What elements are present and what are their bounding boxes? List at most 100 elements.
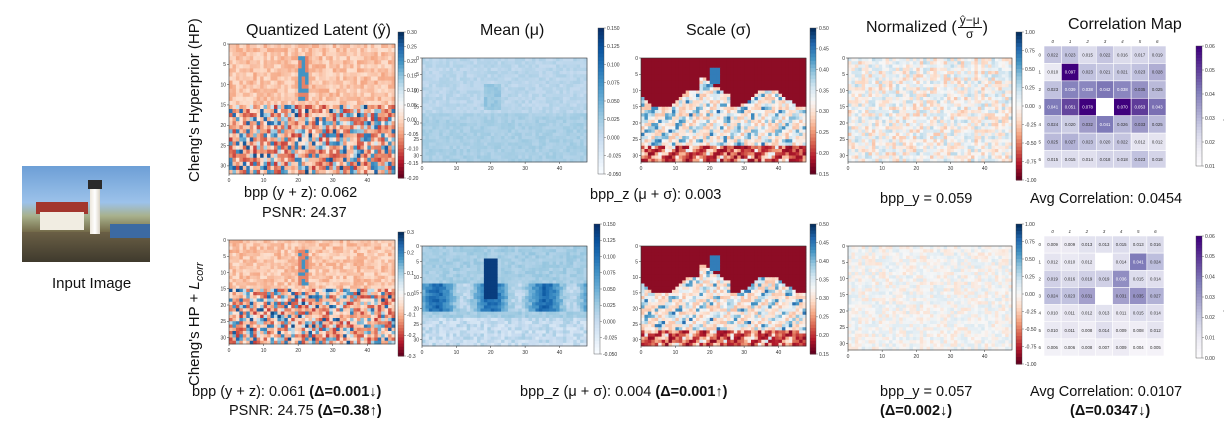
- input-image-caption: Input Image: [52, 275, 132, 292]
- colorbar-tick-label: 0.100: [607, 62, 620, 68]
- corr-value-label: 0.024: [1047, 294, 1058, 299]
- corr-value-label: 0.012: [1152, 139, 1163, 144]
- colorbar-tick-label: 0.30: [407, 30, 417, 36]
- corr-value-label: 0.012: [1150, 328, 1161, 333]
- x-tick-label: 6: [1154, 229, 1157, 234]
- x-tick-label: 10: [673, 166, 679, 172]
- corr-value-label: 0.018: [1152, 157, 1163, 162]
- y-tick-label: 25: [220, 319, 226, 325]
- colorbar-tick-label: 0.40: [819, 259, 829, 265]
- corr-value-label: 0.004: [1133, 345, 1144, 350]
- y-tick-label: 0: [1038, 52, 1041, 57]
- colorbar-tick-label: 0.50: [1025, 67, 1035, 73]
- colorbar-tick-label: 0.10: [407, 88, 417, 94]
- corr-value-label: 0.013: [1081, 242, 1092, 247]
- y-tick-label: 20: [632, 121, 638, 127]
- colorbar-tick-label: 0.025: [603, 303, 616, 309]
- corr-value-label: 0.022: [1047, 52, 1058, 57]
- colorbar-tick-label: -0.25: [1025, 309, 1037, 315]
- corr-value-label: 0.020: [1065, 122, 1076, 127]
- corr-value-label: 0.009: [1047, 242, 1058, 247]
- x-tick-label: 40: [982, 354, 988, 360]
- y-tick-label: 15: [839, 293, 845, 299]
- colorbar-tick-label: -0.025: [607, 154, 621, 160]
- x-tick-label: 0: [1051, 229, 1054, 234]
- corr-value-label: 0.014: [1150, 311, 1161, 316]
- x-tick-label: 10: [261, 348, 267, 354]
- corr-value-label: 0.007: [1099, 345, 1110, 350]
- y-tick-label: 0: [416, 56, 419, 62]
- x-tick-label: 30: [948, 166, 954, 172]
- y-tick-label: 10: [839, 88, 845, 94]
- y-tick-label: 0: [223, 238, 226, 244]
- corr-value-label: 0.015: [1116, 242, 1127, 247]
- x-tick-label: 2: [1085, 229, 1089, 234]
- colorbar-tick-label: 0.125: [603, 238, 616, 244]
- colorbar-tick-label: -0.025: [603, 336, 617, 342]
- x-tick-label: 3: [1103, 229, 1106, 234]
- corr-value-label: 0.023: [1134, 70, 1145, 75]
- colorbar-tick-label: 1.00: [1025, 30, 1035, 36]
- y-tick-label: 30: [220, 164, 226, 170]
- corr-cell: [1148, 150, 1167, 169]
- corr-value-label: 0.023: [1082, 139, 1093, 144]
- corr-value-label: 0.014: [1116, 259, 1127, 264]
- corr-value-label: 0.012: [1047, 259, 1058, 264]
- colorbar-tick-label: -0.1: [407, 312, 416, 318]
- corr-value-label: 0.027: [1150, 294, 1161, 299]
- colorbar-tick-label: 0.15: [819, 352, 829, 358]
- corr-value-label: 0.010: [1047, 328, 1058, 333]
- corr-value-label: 0.021: [1117, 70, 1128, 75]
- corr-value-label: 0.041: [1133, 259, 1144, 264]
- corr-cell: [1095, 252, 1113, 271]
- colorbar-tick-label: 0.50: [819, 222, 829, 228]
- corr-value-label: 0.009: [1064, 242, 1075, 247]
- colorbar-tick-label: -1.00: [1025, 362, 1037, 368]
- x-tick-label: 10: [879, 354, 885, 360]
- corr-value-label: 0.023: [1134, 157, 1145, 162]
- y-tick-label: 2: [1038, 276, 1041, 281]
- colorbar-tick-label: 0.03: [1205, 116, 1215, 122]
- y-tick-label: 5: [635, 72, 638, 78]
- corr-value-label: 0.015: [1133, 276, 1144, 281]
- corr-value-label: 0.033: [1134, 122, 1145, 127]
- colorbar-tick-label: 0.05: [1205, 68, 1215, 74]
- x-tick-label: 30: [741, 166, 747, 172]
- y-tick-label: 3: [1038, 105, 1041, 110]
- corr-value-label: 0.025: [1152, 122, 1163, 127]
- colorbar-tick-label: 0.025: [607, 117, 620, 123]
- colorbar-tick-label: 0.00: [1025, 292, 1035, 298]
- colorbar-tick-label: 0.125: [607, 44, 620, 50]
- colorbar-tick-label: 0.04: [1205, 274, 1215, 280]
- latent-top-chart: 0 10 20 30 40 0 5 10 15 20 25 30 0.30 0.25 0.20 0.15 0.1…: [220, 30, 418, 184]
- x-tick-label: 4: [1120, 229, 1123, 234]
- y-tick-label: 30: [839, 341, 845, 347]
- x-tick-label: 30: [741, 350, 747, 356]
- correlation-bottom-chart: 0.009 0.009 0.013 0.013 0.015 0.013 0.0160.012…: [1038, 229, 1224, 362]
- corr-value-label: 0.022: [1117, 139, 1128, 144]
- y-tick-label: 0: [223, 42, 226, 48]
- y-tick-label: 10: [839, 276, 845, 282]
- correlation-top-chart: 0.022 0.023 0.015 0.022 0.016 0.017 0.0190.010…: [1038, 39, 1224, 170]
- y-tick-label: 15: [839, 105, 845, 111]
- corr-value-label: 0.023: [1047, 87, 1058, 92]
- mean-bottom-chart: 0 10 20 30 40 0 5 10 15 20 25 30 0.150 0.125 0.100 0.07…: [413, 222, 617, 358]
- x-tick-label: 2: [1085, 39, 1089, 44]
- corr-value-label: 0.024: [1047, 122, 1058, 127]
- y-tick-label: 10: [632, 275, 638, 281]
- x-tick-label: 10: [454, 166, 460, 172]
- colorbar-tick-label: -0.75: [1025, 344, 1037, 350]
- colorbar-tick-label: 0.35: [819, 88, 829, 94]
- y-tick-label: 6: [1038, 345, 1041, 350]
- colorbar-tick-label: 0.20: [407, 59, 417, 65]
- x-tick-label: 0: [421, 350, 424, 356]
- top-bpp: bpp (y + z): 0.062: [244, 185, 358, 201]
- top-corr: Avg Correlation: 0.0454: [1030, 191, 1183, 207]
- x-tick-label: 30: [948, 354, 954, 360]
- colorbar-tick-label: 0.04: [1205, 92, 1215, 98]
- y-tick-label: 10: [632, 88, 638, 94]
- y-tick-label: 0: [1038, 242, 1041, 247]
- x-tick-label: 4: [1121, 39, 1124, 44]
- colorbar-tick-label: 0.20: [819, 151, 829, 157]
- colorbar-tick-label: 0.25: [819, 315, 829, 321]
